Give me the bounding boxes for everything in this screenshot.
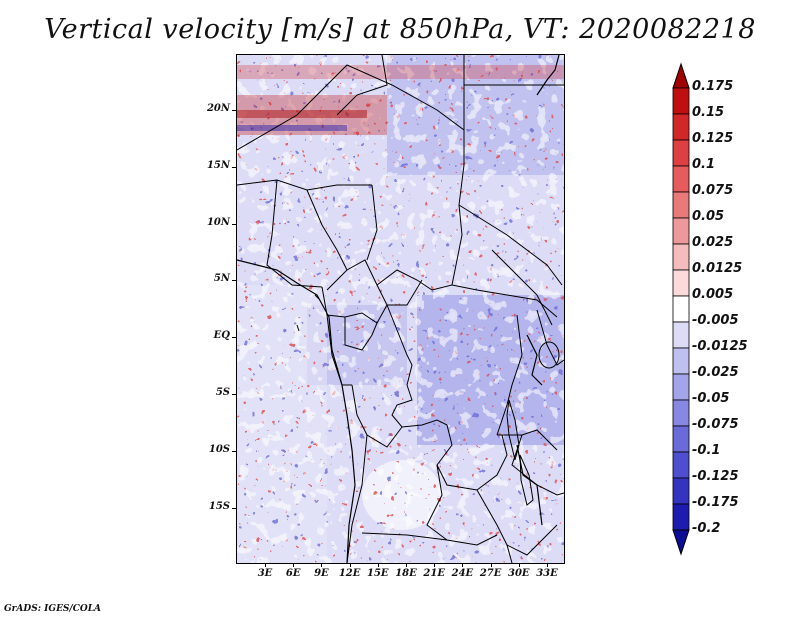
latitude-tick xyxy=(232,337,236,339)
latitude-tick xyxy=(232,280,236,282)
colorbar-label: 0.15 xyxy=(692,105,725,120)
colorbar-bottom-triangle xyxy=(672,529,690,556)
colorbar-bin xyxy=(672,217,690,245)
colorbar-label: -0.125 xyxy=(692,469,739,484)
colorbar-label: -0.0125 xyxy=(692,339,748,354)
longitude-label: 9E xyxy=(314,568,329,579)
latitude-label: 5S xyxy=(215,387,230,398)
colorbar-bin xyxy=(672,451,690,479)
longitude-label: 24E xyxy=(451,568,474,579)
longitude-label: 15E xyxy=(367,568,389,579)
colorbar-bin xyxy=(672,243,690,271)
longitude-tick xyxy=(265,563,266,567)
longitude-label: 6E xyxy=(285,568,301,579)
velocity-field xyxy=(237,55,564,563)
longitude-label: 30E xyxy=(508,568,530,579)
latitude-tick xyxy=(232,110,236,111)
colorbar-label: 0.005 xyxy=(692,287,734,302)
colorbar-top-triangle xyxy=(672,62,690,89)
colorbar-label: 0.1 xyxy=(692,157,716,172)
latitude-label: 20N xyxy=(206,103,230,114)
longitude-tick xyxy=(518,563,520,567)
latitude-tick xyxy=(232,507,236,509)
colorbar-label: -0.005 xyxy=(692,313,739,328)
colorbar-label: -0.05 xyxy=(692,391,730,406)
colorbar-label: -0.1 xyxy=(692,443,721,458)
latitude-label: 5N xyxy=(213,273,230,285)
latitude-label: 15N xyxy=(206,159,230,171)
colorbar-bin xyxy=(672,399,690,427)
longitude-label: 3E xyxy=(257,568,273,579)
colorbar-bin xyxy=(672,87,690,115)
colorbar-bin xyxy=(672,191,690,219)
colorbar-bin xyxy=(672,165,690,193)
colorbar-bin xyxy=(672,373,690,401)
colorbar-bin xyxy=(672,295,690,323)
colorbar-label: 0.175 xyxy=(692,79,734,94)
country-borders xyxy=(237,55,564,563)
longitude-tick xyxy=(293,563,295,567)
longitude-label: 27E xyxy=(479,568,502,579)
colorbar-label: -0.2 xyxy=(692,521,721,536)
colorbar-label: -0.175 xyxy=(692,495,739,510)
longitude-tick xyxy=(377,563,379,567)
chart-title: Vertical velocity [m/s] at 850hPa, VT: 2… xyxy=(44,14,756,45)
longitude-label: 12E xyxy=(338,568,361,579)
colorbar-label: 0.125 xyxy=(692,131,734,146)
colorbar-label: 0.05 xyxy=(692,209,725,224)
longitude-tick xyxy=(490,563,492,567)
colorbar-bin xyxy=(672,503,690,531)
colorbar-label: 0.025 xyxy=(692,235,734,250)
colorbar-bin xyxy=(672,425,690,453)
longitude-label: 21E xyxy=(423,568,445,579)
credit-label: GrADS: IGES/COLA xyxy=(4,604,102,614)
colorbar-label: 0.075 xyxy=(692,183,734,198)
colorbar-bin xyxy=(672,269,690,297)
latitude-tick xyxy=(232,166,236,168)
longitude-tick xyxy=(406,563,407,567)
colorbar-bin xyxy=(672,347,690,375)
colorbar-bin xyxy=(672,113,690,141)
longitude-tick xyxy=(349,563,351,567)
map-panel xyxy=(236,54,565,564)
colorbar-label: 0.0125 xyxy=(692,261,743,276)
latitude-tick xyxy=(232,394,236,395)
colorbar-bin xyxy=(672,139,690,167)
latitude-label: EQ xyxy=(213,330,230,342)
latitude-tick xyxy=(232,223,236,225)
colorbar-label: -0.025 xyxy=(692,365,739,380)
colorbar-label: -0.075 xyxy=(692,417,739,432)
latitude-tick xyxy=(232,450,236,452)
longitude-label: 33E xyxy=(536,568,558,579)
lakes xyxy=(296,294,560,506)
longitude-label: 18E xyxy=(395,568,417,579)
longitude-tick xyxy=(321,563,323,567)
latitude-label: 10N xyxy=(206,216,230,228)
longitude-tick xyxy=(462,563,464,567)
latitude-label: 15S xyxy=(208,500,230,512)
latitude-label: 10S xyxy=(208,443,230,455)
colorbar-bin xyxy=(672,477,690,505)
longitude-tick xyxy=(547,563,548,567)
longitude-tick xyxy=(434,563,436,567)
colorbar-bin xyxy=(672,321,690,349)
